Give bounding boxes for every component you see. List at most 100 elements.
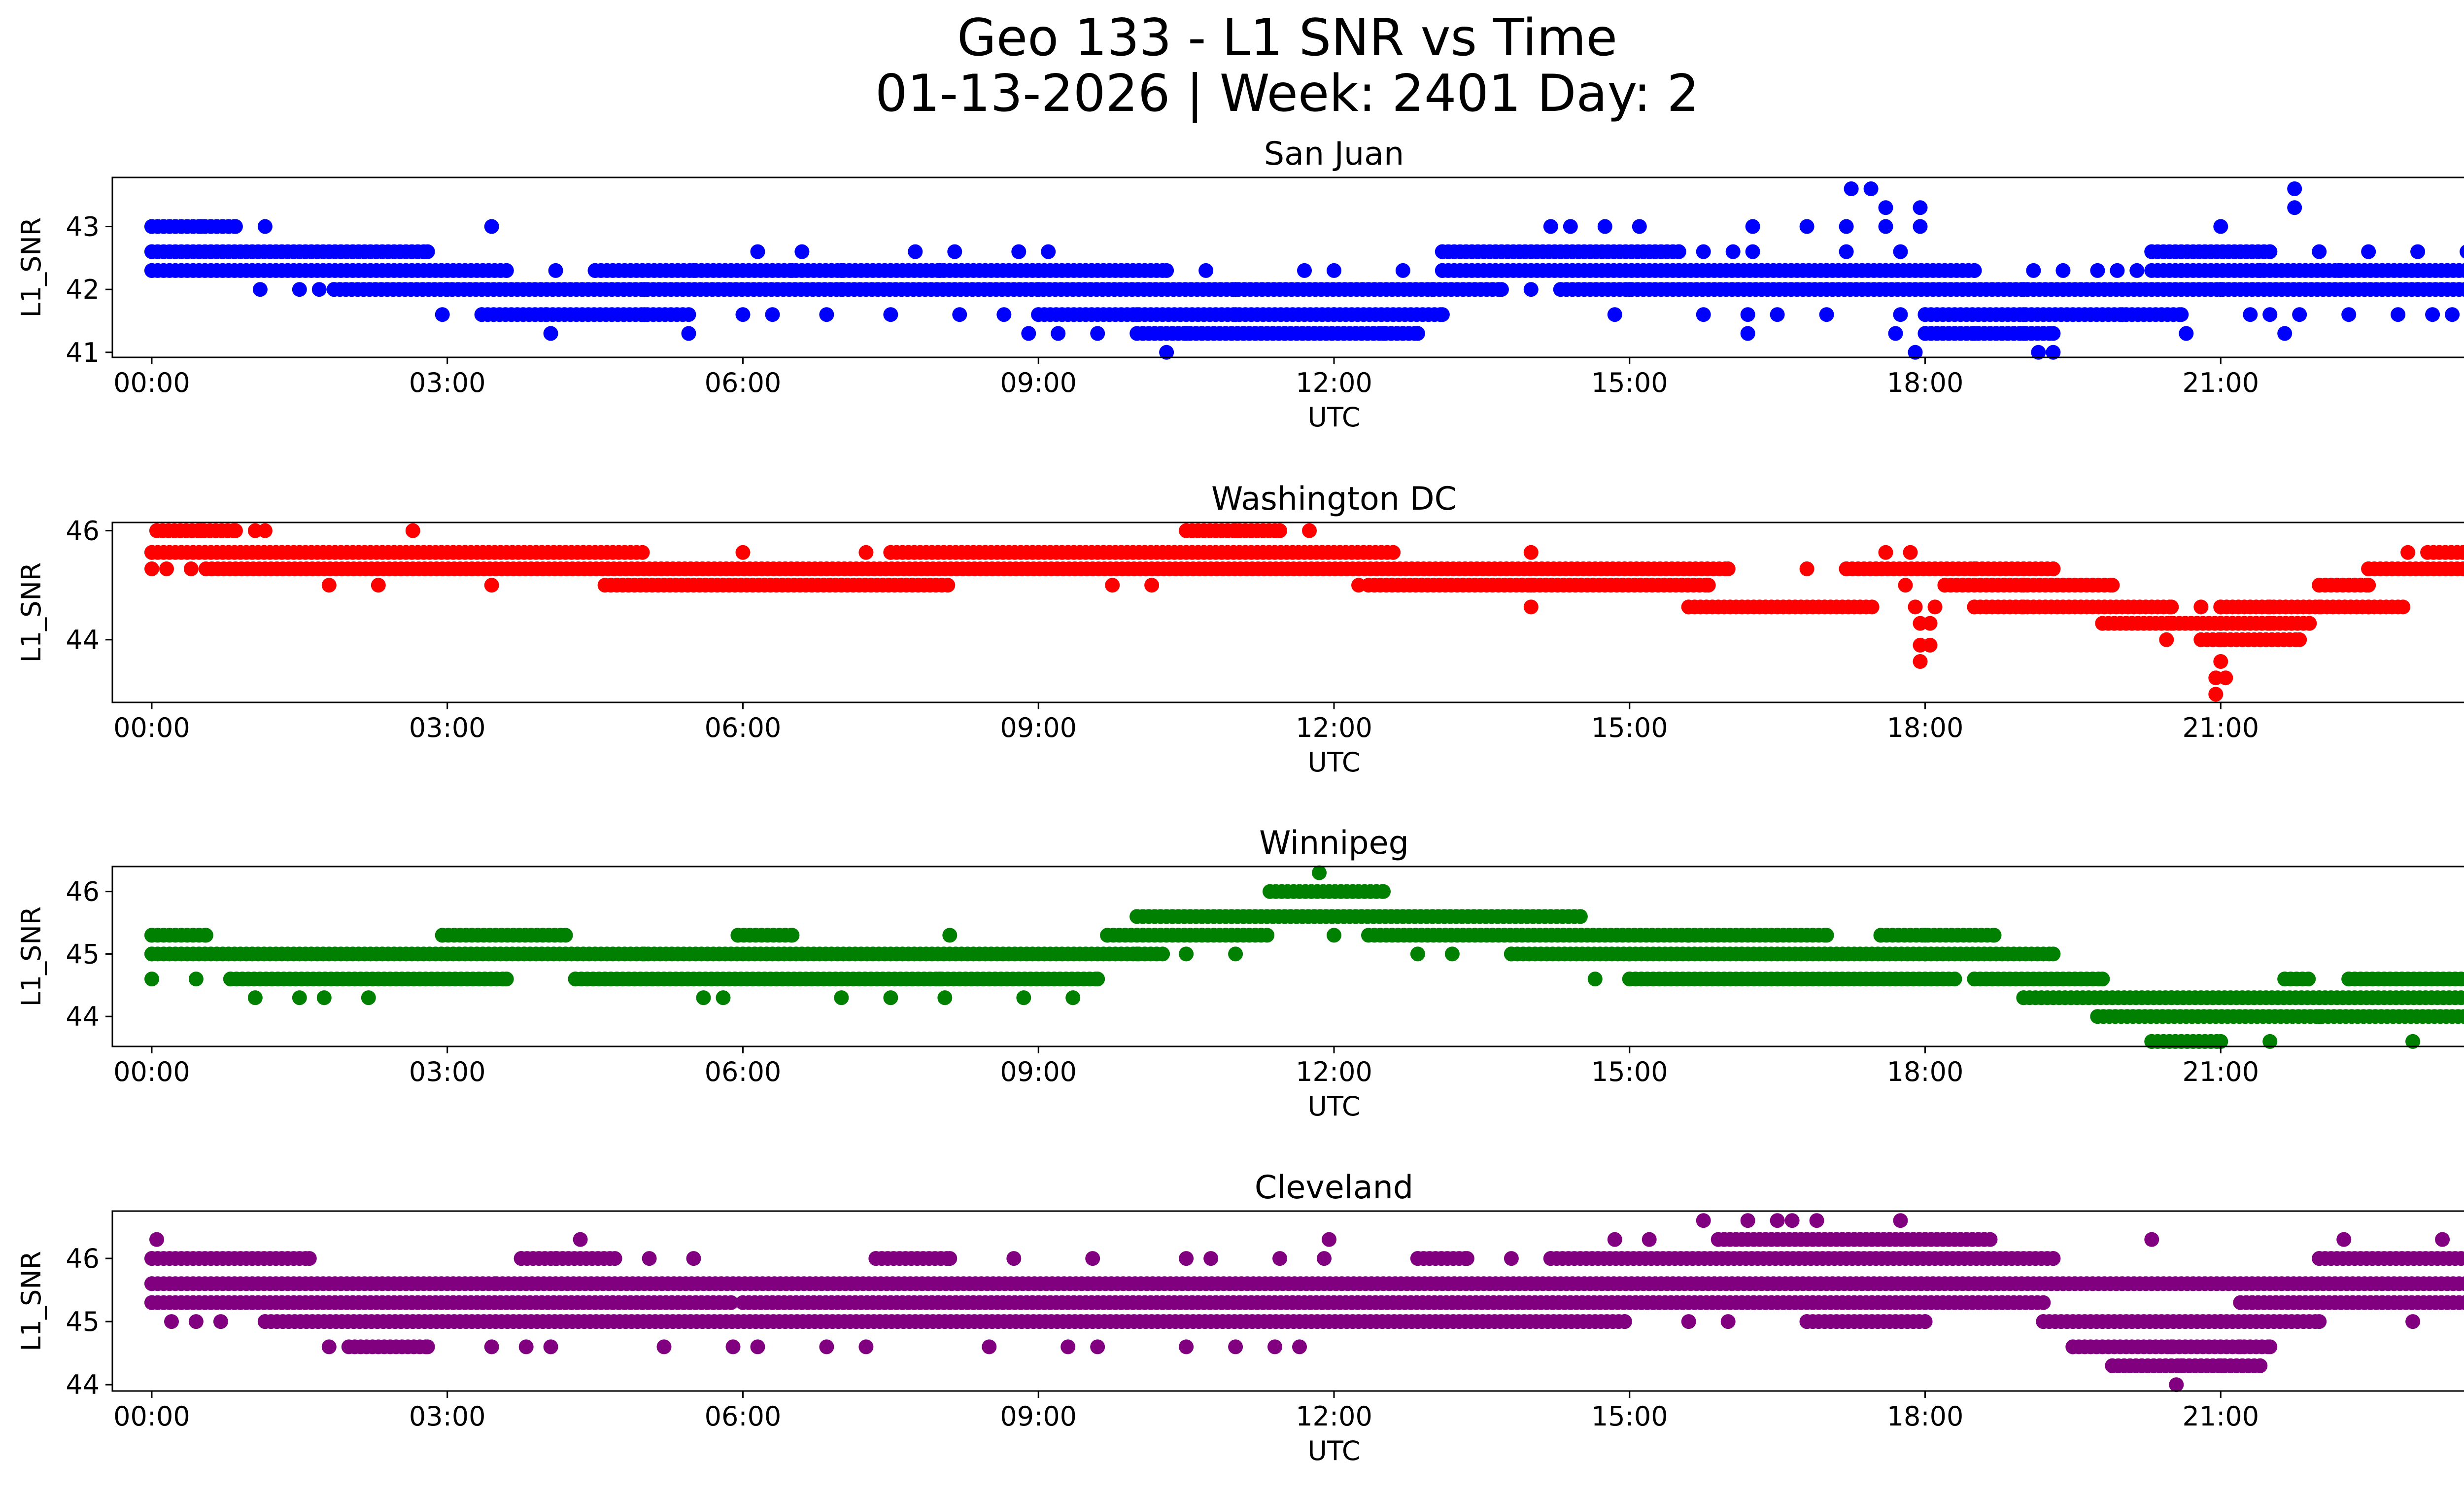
data-point (750, 1339, 765, 1355)
data-point (1021, 326, 1036, 341)
data-point (159, 561, 174, 576)
data-point (1155, 946, 1170, 962)
x-tick-label: 09:00 (1000, 1401, 1077, 1432)
data-point (1090, 1339, 1105, 1355)
data-point (681, 307, 696, 322)
data-point (2169, 1377, 2184, 1392)
data-point (1597, 219, 1612, 234)
data-point (1085, 1251, 1100, 1266)
data-point (484, 578, 499, 593)
data-point (1817, 928, 1832, 943)
data-point (316, 990, 332, 1006)
data-point (1228, 946, 1243, 962)
subplot-title: Washington DC (1211, 481, 1457, 518)
data-point (416, 244, 431, 259)
x-tick-label: 03:00 (409, 712, 486, 743)
figure-title-line1: Geo 133 - L1 SNR vs Time (957, 8, 1617, 68)
data-point (1893, 244, 1908, 259)
data-point (1159, 345, 1174, 360)
x-axis-label: UTC (1307, 1435, 1360, 1466)
data-point (858, 1339, 874, 1355)
data-point (2359, 578, 2374, 593)
data-point (543, 1339, 558, 1355)
data-point (1504, 1251, 1519, 1266)
data-point (1090, 326, 1105, 341)
data-point (2262, 307, 2278, 322)
x-tick-label: 03:00 (409, 367, 486, 398)
data-point (1317, 1251, 1332, 1266)
data-point (2172, 307, 2187, 322)
x-axis-label: UTC (1307, 402, 1360, 433)
data-point (942, 928, 958, 943)
data-point (2341, 307, 2357, 322)
data-point (2391, 307, 2406, 322)
data-point (247, 990, 263, 1006)
data-point (2046, 561, 2061, 576)
data-point (2253, 1358, 2268, 1373)
data-point (484, 219, 499, 234)
data-point (1312, 865, 1327, 880)
x-tick-label: 09:00 (1000, 712, 1077, 743)
data-point (144, 561, 159, 576)
data-point (2288, 632, 2303, 647)
data-point (2308, 1314, 2323, 1329)
data-point (1922, 616, 1938, 631)
data-point (2460, 972, 2464, 986)
data-point (298, 1251, 313, 1266)
data-point (2193, 599, 2209, 615)
data-point (1386, 545, 1401, 560)
data-point (2110, 263, 2125, 278)
data-point (371, 578, 386, 593)
y-axis-label: L1_SNR (16, 906, 47, 1007)
data-point (2243, 307, 2258, 322)
data-point (1267, 523, 1282, 538)
x-tick-label: 15:00 (1591, 1401, 1668, 1432)
data-point (1696, 244, 1711, 259)
data-point (1587, 972, 1603, 987)
data-point (1523, 282, 1539, 297)
x-tick-label: 06:00 (705, 1401, 782, 1432)
data-point (1179, 1251, 1194, 1266)
data-point (1770, 1213, 1785, 1228)
data-point (1809, 1213, 1824, 1228)
x-tick-label: 15:00 (1591, 367, 1668, 398)
data-point (2209, 1034, 2224, 1049)
data-point (499, 263, 514, 278)
data-point (2046, 1251, 2061, 1266)
data-point (2292, 307, 2307, 322)
x-tick-label: 18:00 (1887, 712, 1964, 743)
data-point (1893, 1213, 1908, 1228)
data-point (543, 326, 558, 341)
data-point (573, 1232, 588, 1247)
y-tick-label: 45 (66, 939, 100, 970)
y-axis-label: L1_SNR (16, 1251, 47, 1352)
data-point (1878, 545, 1893, 560)
x-tick-label: 00:00 (113, 367, 190, 398)
data-point (1607, 1232, 1622, 1247)
data-point (2213, 654, 2228, 669)
data-point (1267, 1339, 1282, 1355)
data-point (947, 244, 962, 259)
data-point (227, 219, 242, 234)
x-tick-label: 21:00 (2182, 1056, 2259, 1087)
data-point (311, 282, 327, 297)
data-point (1844, 181, 1859, 196)
data-point (361, 990, 376, 1006)
y-tick-label: 44 (66, 625, 100, 656)
data-point (484, 1339, 499, 1355)
data-point (696, 990, 711, 1006)
y-tick-label: 46 (66, 1243, 100, 1274)
x-tick-label: 21:00 (2182, 1401, 2259, 1432)
data-point (1061, 1339, 1076, 1355)
data-point (952, 307, 967, 322)
data-point (2445, 307, 2460, 322)
data-point (735, 545, 751, 560)
data-point (1681, 1314, 1696, 1329)
data-point (2302, 616, 2317, 631)
data-point (1863, 181, 1879, 196)
data-point (1745, 219, 1760, 234)
x-tick-label: 21:00 (2182, 367, 2259, 398)
x-tick-label: 03:00 (409, 1056, 486, 1087)
